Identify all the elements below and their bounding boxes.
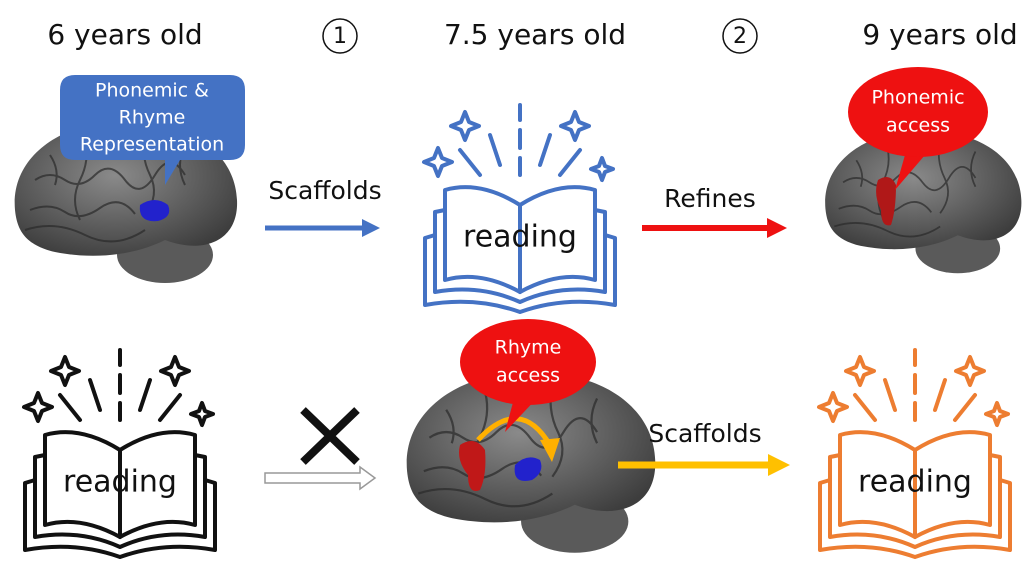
age-label: 9 years old	[862, 18, 1017, 51]
region	[876, 176, 896, 226]
speech-bubble	[848, 67, 988, 157]
arrow-head	[768, 454, 790, 476]
age-label: 6 years old	[47, 18, 202, 51]
bubble-text: access	[886, 115, 950, 137]
bubble-text: access	[496, 365, 560, 387]
step-circle	[722, 18, 758, 54]
age-label: 7.5 years old	[444, 18, 626, 51]
step-circle	[322, 18, 358, 54]
bubble-text: Representation	[80, 134, 224, 156]
speech-bubble	[60, 75, 245, 185]
arrow-head	[540, 438, 560, 462]
book-label: reading	[858, 465, 972, 500]
bubble-text: Phonemic	[871, 87, 964, 109]
cross-mark	[300, 407, 360, 465]
speech-bubble	[460, 319, 596, 405]
bubble-text: Rhyme	[119, 107, 186, 129]
book-label: reading	[463, 220, 577, 255]
step-label: 1	[333, 24, 347, 49]
region	[139, 200, 170, 222]
bubble-text: Phonemic &	[95, 80, 209, 102]
arrow-head	[362, 219, 380, 237]
region	[514, 457, 542, 481]
book-icon	[422, 103, 617, 314]
region	[459, 441, 486, 491]
book-label: reading	[63, 465, 177, 500]
book-icon	[22, 348, 217, 559]
arrow-label: Refines	[664, 184, 756, 213]
arrow	[264, 465, 377, 491]
book-icon	[817, 348, 1012, 559]
bubble-tail	[895, 155, 925, 190]
arrow-label: Scaffolds	[268, 176, 381, 205]
arrow-head	[767, 218, 787, 238]
arrow-label: Scaffolds	[648, 419, 761, 448]
step-label: 2	[733, 24, 747, 49]
bubble-text: Rhyme	[495, 337, 562, 359]
